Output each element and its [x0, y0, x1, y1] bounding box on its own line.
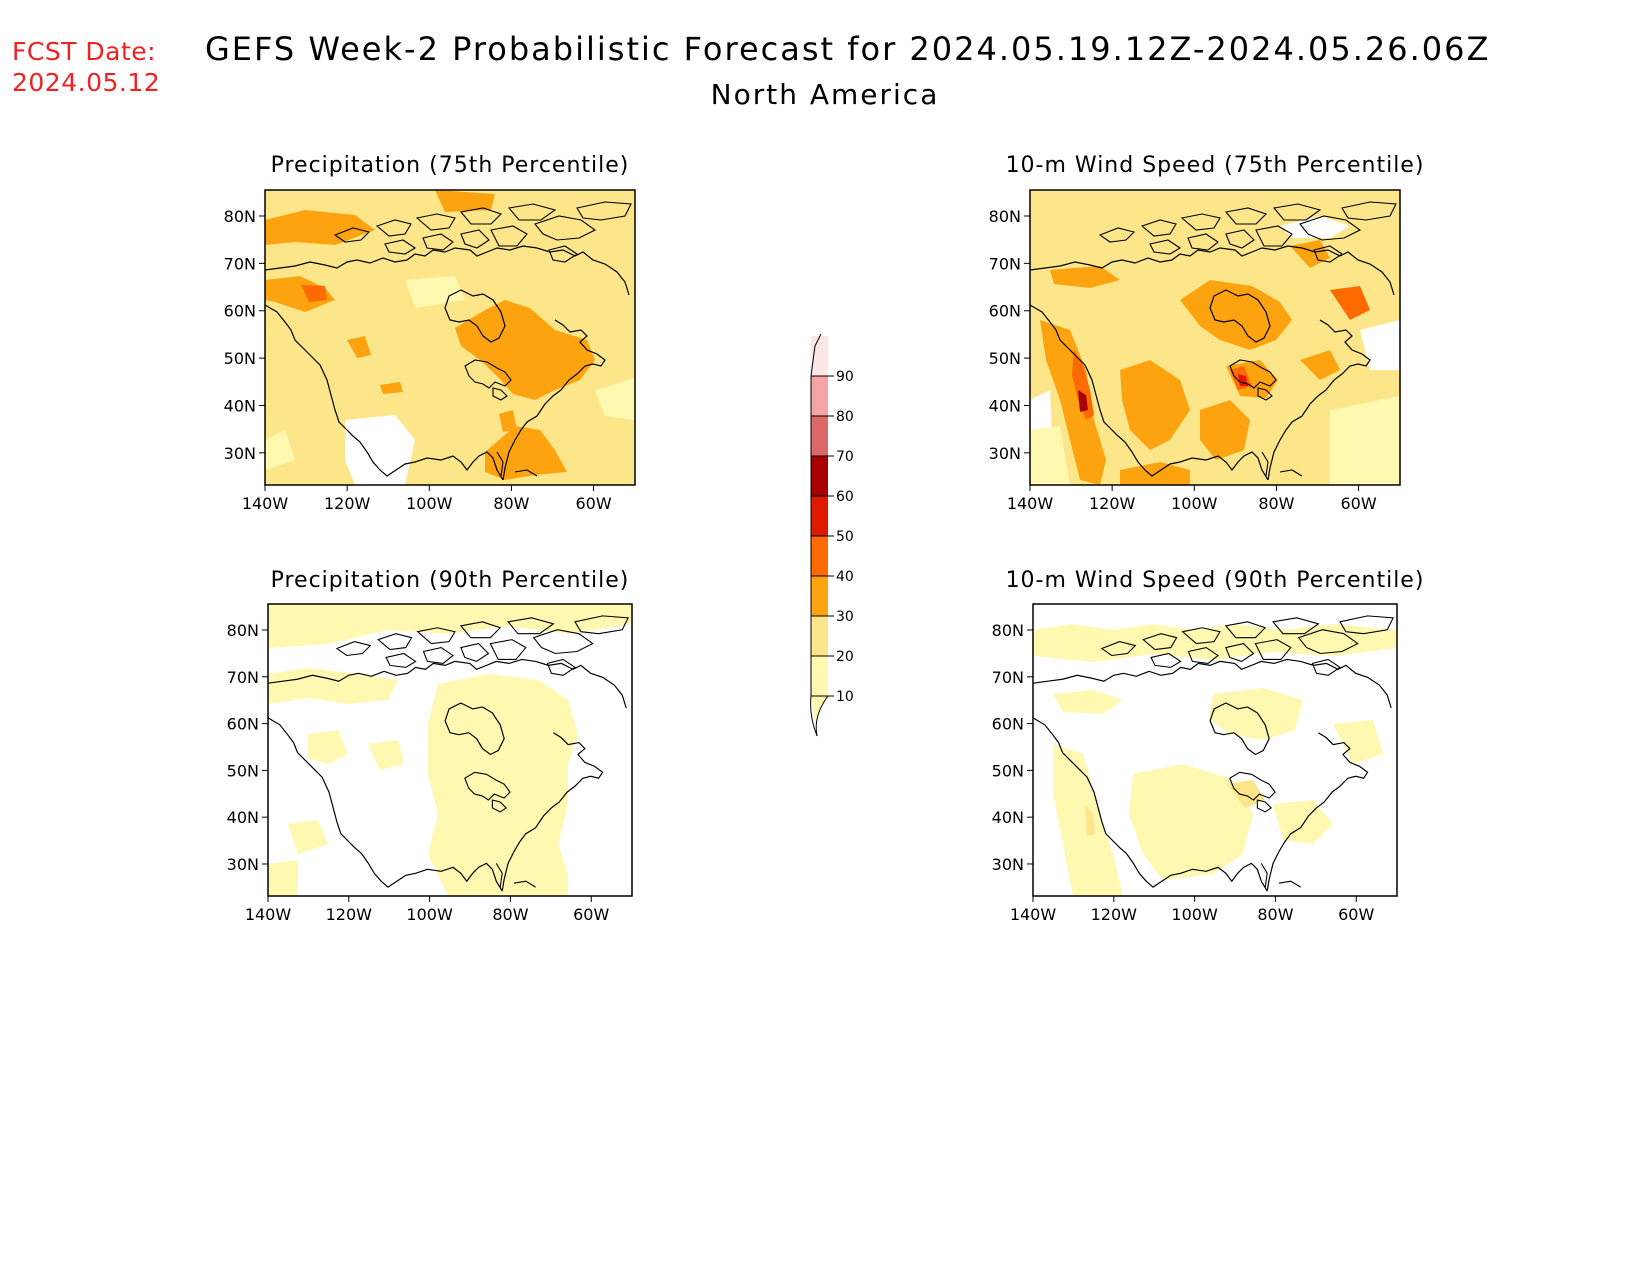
colorbar-label-60: 60	[836, 489, 854, 505]
lat-label-60N: 60N	[227, 715, 259, 734]
lat-label-60N: 60N	[989, 302, 1021, 321]
colorbar-label-40: 40	[836, 569, 854, 585]
lat-label-30N: 30N	[989, 444, 1021, 463]
lat-label-80N: 80N	[989, 207, 1021, 226]
lon-label-120W: 120W	[326, 905, 373, 924]
colorbar: 10 20 30 40 50 60 70 80 90	[810, 333, 854, 737]
lon-label-100W: 100W	[406, 905, 453, 924]
axis-labels: 80N 70N 60N 50N 40N 30N 140W 120W 100W 80W 60W 80N 7…	[224, 207, 1377, 924]
colorbar-swatch	[811, 536, 828, 576]
forecast-date-block: FCST Date: 2024.05.12	[12, 36, 160, 98]
panel-title-precip-75: Precipitation (75th Percentile)	[271, 153, 630, 178]
lon-label-140W: 140W	[1010, 905, 1057, 924]
lon-label-140W: 140W	[1007, 494, 1054, 513]
colorbar-label-20: 20	[836, 649, 854, 665]
forecast-date-value: 2024.05.12	[12, 68, 161, 97]
lat-label-80N: 80N	[992, 621, 1024, 640]
lat-label-50N: 50N	[992, 761, 1024, 780]
lat-label-70N: 70N	[224, 254, 256, 273]
region-label: North America	[710, 78, 940, 111]
lat-label-70N: 70N	[227, 668, 259, 687]
lon-label-80W: 80W	[1257, 905, 1293, 924]
colorbar-label-70: 70	[836, 449, 854, 465]
lat-label-50N: 50N	[989, 349, 1021, 368]
panel-wind-90	[1032, 603, 1398, 897]
colorbar-swatch	[811, 376, 828, 416]
lon-label-60W: 60W	[1338, 905, 1374, 924]
lon-label-80W: 80W	[1258, 494, 1294, 513]
forecast-date-label: FCST Date:	[12, 37, 157, 66]
lon-label-60W: 60W	[1340, 494, 1376, 513]
page-subtitle: North America	[0, 78, 1650, 111]
lat-label-80N: 80N	[224, 207, 256, 226]
lat-label-60N: 60N	[992, 715, 1024, 734]
lon-label-140W: 140W	[245, 905, 292, 924]
colorbar-swatch	[811, 496, 828, 536]
panel-precip-90	[267, 603, 633, 897]
lon-label-60W: 60W	[575, 494, 611, 513]
lon-label-140W: 140W	[242, 494, 289, 513]
colorbar-label-80: 80	[836, 409, 854, 425]
lon-label-80W: 80W	[492, 905, 528, 924]
lon-label-120W: 120W	[324, 494, 371, 513]
colorbar-swatch	[811, 576, 828, 616]
colorbar-swatch	[811, 656, 828, 696]
lat-label-70N: 70N	[989, 254, 1021, 273]
lat-label-40N: 40N	[227, 808, 259, 827]
panel-precip-75	[264, 189, 636, 486]
colorbar-label-90: 90	[836, 369, 854, 385]
page-title: GEFS Week-2 Probabilistic Forecast for 2…	[205, 30, 1491, 68]
lon-label-100W: 100W	[1171, 905, 1218, 924]
lon-label-100W: 100W	[1171, 494, 1218, 513]
colorbar-swatch	[811, 456, 828, 496]
lat-label-40N: 40N	[989, 396, 1021, 415]
lat-label-50N: 50N	[227, 761, 259, 780]
lon-label-100W: 100W	[406, 494, 453, 513]
lon-label-80W: 80W	[493, 494, 529, 513]
lon-label-120W: 120W	[1089, 494, 1136, 513]
lat-label-30N: 30N	[227, 855, 259, 874]
lat-label-40N: 40N	[224, 396, 256, 415]
lat-label-80N: 80N	[227, 621, 259, 640]
colorbar-swatch	[811, 616, 828, 656]
lon-label-120W: 120W	[1091, 905, 1138, 924]
colorbar-label-50: 50	[836, 529, 854, 545]
lat-label-70N: 70N	[992, 668, 1024, 687]
panel-title-wind-90: 10-m Wind Speed (90th Percentile)	[1006, 568, 1425, 593]
lat-label-40N: 40N	[992, 808, 1024, 827]
panel-title-precip-90: Precipitation (90th Percentile)	[271, 568, 630, 593]
colorbar-lower-cap	[811, 695, 829, 737]
panel-wind-75	[1029, 189, 1401, 486]
lat-label-60N: 60N	[224, 302, 256, 321]
colorbar-swatch	[811, 416, 828, 456]
colorbar-label-30: 30	[836, 609, 854, 625]
colorbar-label-10: 10	[836, 689, 854, 705]
panel-title-wind-75: 10-m Wind Speed (75th Percentile)	[1006, 153, 1425, 178]
lon-label-60W: 60W	[573, 905, 609, 924]
lat-label-50N: 50N	[224, 349, 256, 368]
lat-label-30N: 30N	[224, 444, 256, 463]
lat-label-30N: 30N	[992, 855, 1024, 874]
colorbar-upper-cap	[810, 333, 822, 377]
